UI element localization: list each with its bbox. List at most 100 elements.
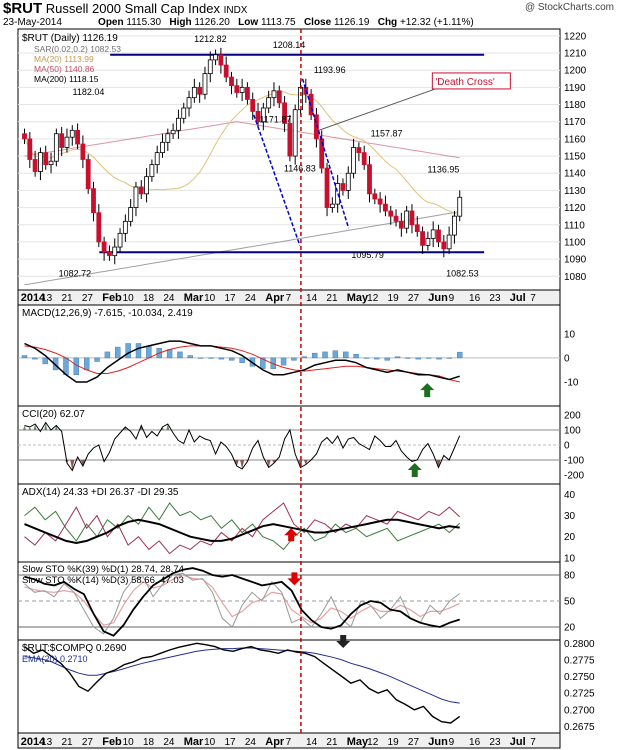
price-xaxis-tick-label: 14 [306, 293, 318, 304]
candle-body [340, 183, 346, 191]
cci-ytick-label: 0 [564, 441, 570, 452]
macd-hist-bar [83, 357, 90, 371]
candle-body [154, 152, 160, 166]
bottom-xaxis-tick-label: 7 [286, 737, 292, 748]
price-ytick-label: 1100 [564, 237, 586, 248]
macd-hist-bar [229, 357, 235, 361]
ma20-line [24, 91, 460, 217]
macd-hist-bar [260, 357, 266, 369]
candle-body [80, 143, 86, 160]
death-cross-label: 'Death Cross' [435, 77, 494, 88]
bottom-xaxis-tick-label: Mar [184, 736, 204, 748]
macd-hist-bar [239, 357, 245, 363]
ratio-black-arrow [336, 634, 351, 648]
macd-hist-bar [135, 343, 142, 359]
ma200-line [24, 211, 460, 286]
macd-green-arrow [420, 383, 435, 398]
ratio-ytick-label: 0.2800 [564, 639, 595, 650]
bottom-xaxis-tick-label: 10 [123, 737, 135, 748]
death-cross-box [431, 72, 511, 90]
candle-body [409, 210, 415, 226]
candle-body [48, 160, 54, 166]
candle-body [398, 220, 404, 229]
candle-body [128, 207, 134, 222]
macd-hist-bar [104, 351, 111, 359]
candle-body [191, 86, 197, 99]
ratio-line [24, 642, 461, 724]
candle-body [101, 241, 107, 253]
candle-body [22, 133, 27, 140]
price-xaxis-tick-label: May [347, 292, 369, 304]
price-legend-item: MA(20) 1113.99 [34, 54, 94, 64]
bottom-xaxis-band [17, 732, 561, 749]
macd-hist-bar [322, 351, 328, 359]
macd-line [24, 340, 460, 383]
candle-body [218, 54, 224, 66]
candle-body [314, 114, 319, 140]
price-legend-item: MA(50) 1140.86 [34, 64, 95, 74]
macd-hist-bar [270, 357, 276, 369]
price-xaxis-tick-label: 24 [163, 293, 175, 304]
candle-body [287, 123, 293, 157]
candle-body [32, 159, 38, 172]
candle-body [393, 215, 399, 222]
ratio-legend-item: EMA(20) 0.2710 [22, 654, 88, 664]
macd-hist-bar [218, 357, 225, 360]
candle-body [229, 76, 234, 87]
adx-ytick-label: 40 [564, 490, 576, 501]
macd-hist-bar [436, 357, 442, 360]
cci-title: CCI(20) 62.07 [22, 409, 85, 420]
cci-green-arrow [407, 463, 422, 477]
price-xaxis-tick-label: 13 [41, 293, 53, 304]
candle-body [345, 172, 351, 191]
cci-ytick-label: 100 [564, 426, 581, 437]
adx-ytick-label: 30 [564, 511, 576, 522]
price-xaxis-tick-label: 2014 [21, 292, 46, 304]
bottom-xaxis-tick-label: 7 [530, 737, 536, 748]
price-ytick-label: 1130 [564, 186, 586, 197]
candle-body [425, 238, 431, 246]
candle-body [457, 196, 463, 217]
close-label: Close [303, 17, 332, 28]
price-legend-item: MA(200) 1118.15 [34, 74, 99, 84]
candle-body [234, 85, 240, 93]
price-xaxis-tick-label: 24 [245, 293, 257, 304]
price-xaxis-tick-label: 9 [449, 293, 455, 304]
price-annotation: 1082.53 [446, 268, 479, 278]
candle-body [85, 159, 91, 190]
macd-hist-bar [177, 351, 183, 359]
candle-body [452, 215, 457, 236]
adx-ytick-label: 10 [564, 553, 576, 564]
candle-body [430, 229, 436, 239]
sto-ytick-label: 80 [564, 571, 576, 582]
price-xaxis-tick-label: Jul [510, 292, 526, 304]
macd-hist-bar [94, 357, 100, 362]
adx-red-arrow [284, 528, 299, 542]
low-value: 1113.75 [260, 17, 296, 28]
bottom-xaxis-tick-label: 21 [61, 737, 73, 748]
bottom-xaxis-tick-label: 18 [143, 737, 155, 748]
macd-hist-bar [125, 343, 131, 359]
sto-ytick-label: 50 [564, 597, 576, 608]
candle-body [255, 111, 261, 123]
price-xaxis-tick-label: Feb [102, 292, 122, 304]
candle-body [404, 210, 410, 229]
price-xaxis-tick-label: 10 [123, 293, 135, 304]
watermark: @ StockCharts.com [524, 2, 614, 13]
ratio-ytick-label: 0.2750 [564, 672, 595, 683]
bottom-xaxis-tick-label: 10 [204, 737, 216, 748]
candle-body [96, 212, 102, 243]
ratio-ema-line [24, 647, 460, 704]
candle-body [372, 193, 378, 200]
candle-body [133, 186, 139, 208]
macd-hist-bar [457, 351, 463, 359]
macd-hist-bar [343, 351, 349, 359]
cci-ytick-label: 200 [564, 411, 581, 422]
candle-body [176, 117, 181, 131]
ratio-ytick-label: 0.2775 [564, 655, 595, 666]
bottom-xaxis-tick-label: 27 [82, 737, 94, 748]
price-annotation: 1095.79 [351, 250, 384, 260]
bottom-xaxis-tick-label: 14 [306, 737, 318, 748]
price-ytick-label: 1190 [564, 83, 586, 94]
candle-body [165, 133, 171, 143]
